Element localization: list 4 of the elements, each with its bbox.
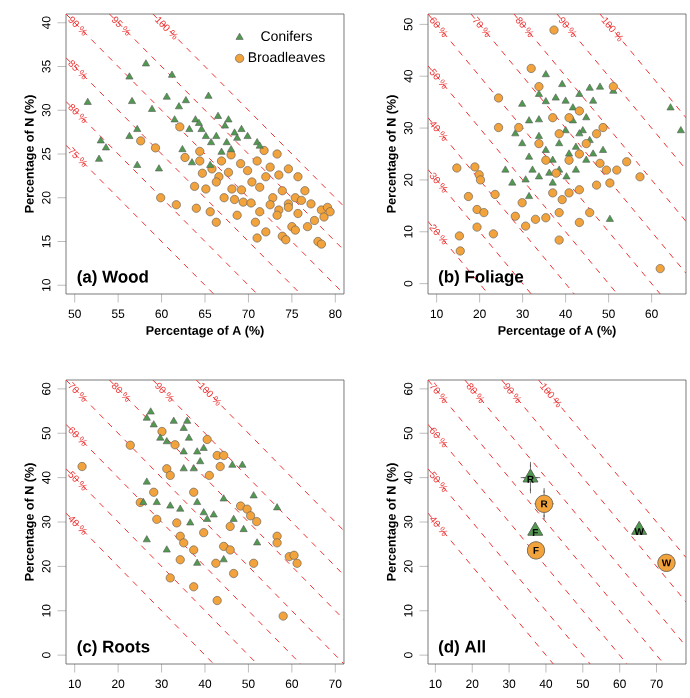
annotation: (c) Roots	[77, 640, 150, 656]
annotation: (d) All	[438, 640, 485, 656]
annotation: (b) Foliage	[438, 270, 524, 287]
annotation: (a) Wood	[77, 270, 148, 286]
